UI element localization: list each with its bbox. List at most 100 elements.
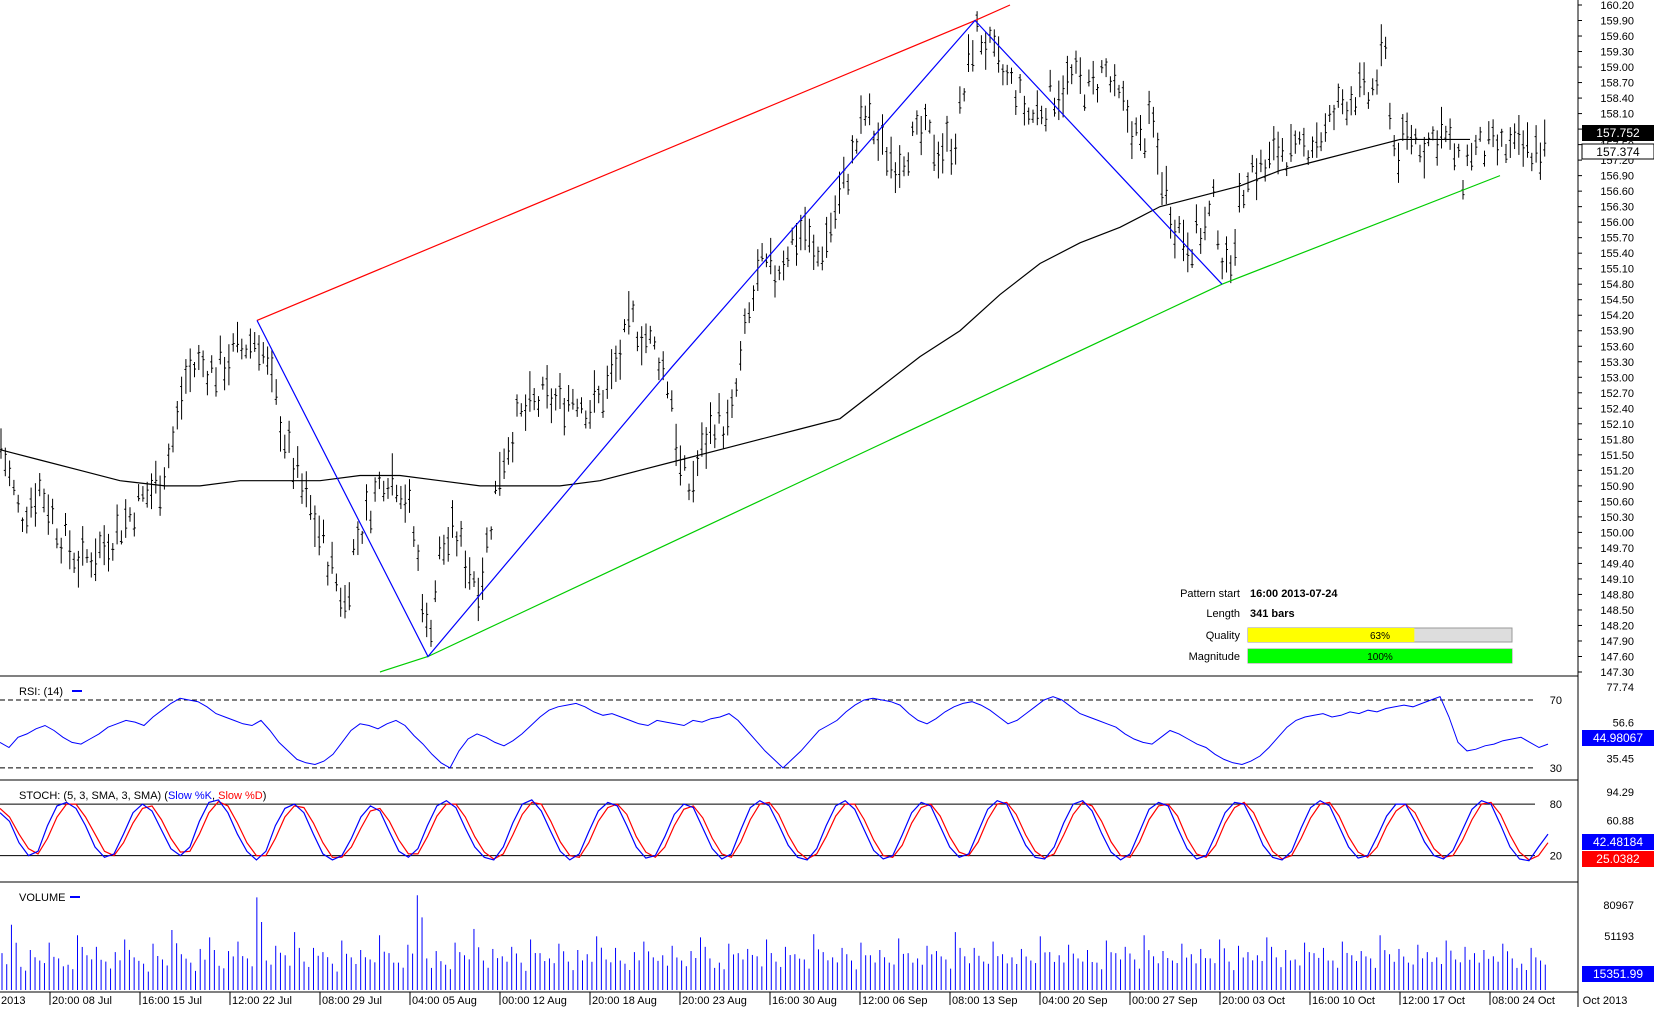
magnitude-bar-fill	[1248, 649, 1512, 663]
magnitude-label: Magnitude	[1189, 651, 1240, 663]
x-tick-label: 2013	[1, 995, 25, 1007]
x-tick-label: 16:00 30 Aug	[772, 995, 837, 1007]
rsi-line	[0, 695, 1549, 769]
price-tick-label: 159.00	[1600, 62, 1634, 74]
rsi-level-label: 30	[1550, 763, 1562, 775]
price-tick-label: 149.70	[1600, 543, 1634, 555]
price-tick-label: 158.10	[1600, 109, 1634, 121]
volume-tick-label: 80967	[1603, 900, 1634, 912]
price-tick-label: 149.40	[1600, 558, 1634, 570]
prev-price-box	[1581, 143, 1654, 160]
stoch-label: STOCH: (5, 3, SMA, 3, SMA) (Slow %K, Slo…	[19, 790, 266, 802]
price-tick-label: 147.30	[1600, 667, 1634, 679]
price-tick-label: 151.20	[1600, 465, 1634, 477]
quality-label: Quality	[1206, 630, 1241, 642]
magnitude-value: 100%	[1367, 652, 1393, 663]
price-tick-label: 159.90	[1600, 16, 1634, 28]
length-value: 341 bars	[1250, 608, 1295, 620]
price-tick-label: 152.40	[1600, 403, 1634, 415]
x-tick-label: 04:00 05 Aug	[412, 995, 477, 1007]
quality-value: 63%	[1370, 631, 1390, 642]
x-tick-label: 12:00 22 Jul	[232, 995, 292, 1007]
stoch-k-value: 42.48184	[1593, 835, 1643, 849]
channel-upper-line	[256, 4, 1011, 321]
pattern-info-box: Pattern start 16:00 2013-07-24 Length 34…	[1180, 588, 1513, 664]
last-price-box	[1582, 125, 1654, 141]
rsi-level-label: 70	[1550, 695, 1562, 707]
volume-panel	[1, 895, 1546, 990]
rsi-panel: 70 30	[0, 695, 1562, 775]
stoch-level-label: 80	[1550, 799, 1562, 811]
x-tick-label: 16:00 15 Jul	[142, 995, 202, 1007]
x-tick-label: Oct 2013	[1583, 995, 1628, 1007]
price-tick-label: 151.50	[1600, 450, 1634, 462]
stoch-label-prefix: STOCH: (5, 3, SMA, 3, SMA)	[19, 790, 161, 802]
price-panel	[0, 4, 1547, 673]
stoch-d-value: 25.0382	[1596, 852, 1640, 866]
rsi-value: 44.98067	[1593, 731, 1643, 745]
x-tick-label: 08:00 29 Jul	[322, 995, 382, 1007]
stoch-d-line	[0, 800, 1549, 861]
price-tick-label: 158.40	[1600, 93, 1634, 105]
price-tick-label: 153.90	[1600, 326, 1634, 338]
price-tick-label: 152.70	[1600, 388, 1634, 400]
price-tick-label: 153.60	[1600, 341, 1634, 353]
price-tick-label: 149.10	[1600, 574, 1634, 586]
price-tick-label: 156.90	[1600, 171, 1634, 183]
price-tick-label: 150.30	[1600, 512, 1634, 524]
rsi-tick-label: 77.74	[1606, 682, 1634, 694]
rsi-tick-label: 56.6	[1613, 718, 1634, 730]
quality-bar-fill	[1248, 628, 1415, 642]
x-tick-label: 12:00 17 Oct	[1402, 995, 1465, 1007]
pattern-start-label: Pattern start	[1180, 588, 1240, 600]
pattern-zigzag-line	[256, 19, 1223, 658]
price-tick-label: 156.60	[1600, 186, 1634, 198]
x-tick-label: 08:00 13 Sep	[952, 995, 1017, 1007]
price-tick-label: 154.50	[1600, 295, 1634, 307]
price-tick-label: 154.20	[1600, 310, 1634, 322]
volume-value-box	[1582, 966, 1654, 982]
prev-price-label: 157.374	[1596, 145, 1640, 159]
x-tick-label: 08:00 24 Oct	[1492, 995, 1555, 1007]
stoch-k-line	[0, 799, 1549, 862]
price-tick-label: 159.30	[1600, 47, 1634, 59]
stoch-level-label: 20	[1550, 851, 1562, 863]
price-tick-label: 158.70	[1600, 78, 1634, 90]
pattern-start-value: 16:00 2013-07-24	[1250, 588, 1338, 600]
price-tick-label: 150.90	[1600, 481, 1634, 493]
price-tick-label: 153.00	[1600, 372, 1634, 384]
price-tick-label: 155.70	[1600, 233, 1634, 245]
price-tick-label: 150.60	[1600, 496, 1634, 508]
price-tick-label: 148.20	[1600, 620, 1634, 632]
moving-average-line	[0, 138, 1470, 487]
rsi-tick-label: 35.45	[1606, 754, 1634, 766]
x-tick-label: 12:00 06 Sep	[862, 995, 927, 1007]
volume-value: 15351.99	[1593, 967, 1643, 981]
stoch-tick-label: 60.88	[1606, 816, 1634, 828]
volume-tick-label: 51193	[1604, 931, 1634, 943]
stoch-tick-label: 94.29	[1606, 787, 1634, 799]
x-tick-label: 20:00 08 Jul	[52, 995, 112, 1007]
price-tick-label: 148.50	[1600, 605, 1634, 617]
rsi-label: RSI: (14)	[19, 686, 63, 698]
stoch-label-k: Slow %K	[168, 790, 213, 802]
length-label: Length	[1206, 608, 1240, 620]
rsi-value-box	[1582, 730, 1654, 746]
x-tick-label: 20:00 23 Aug	[682, 995, 747, 1007]
price-tick-label: 153.30	[1600, 357, 1634, 369]
price-tick-label: 155.10	[1600, 264, 1634, 276]
price-tick-label: 160.20	[1600, 0, 1634, 12]
x-tick-label: 20:00 18 Aug	[592, 995, 657, 1007]
last-price-label: 157.752	[1596, 126, 1640, 140]
price-tick-label: 147.90	[1600, 636, 1634, 648]
price-tick-label: 154.80	[1600, 279, 1634, 291]
stoch-k-value-box	[1582, 834, 1654, 850]
price-tick-label: 147.60	[1600, 651, 1634, 663]
x-tick-label: 16:00 10 Oct	[1312, 995, 1375, 1007]
price-tick-label: 159.60	[1600, 31, 1634, 43]
x-tick-label: 20:00 03 Oct	[1222, 995, 1285, 1007]
volume-label: VOLUME	[19, 892, 65, 904]
x-tick-label: 00:00 27 Sep	[1132, 995, 1197, 1007]
